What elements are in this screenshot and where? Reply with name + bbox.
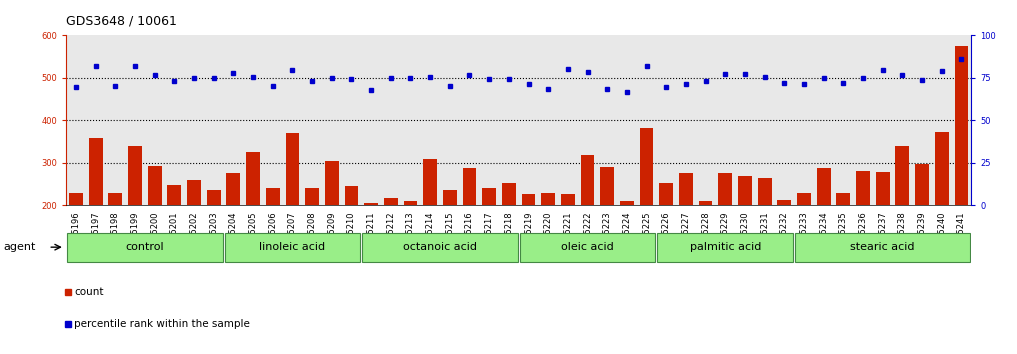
- Text: stearic acid: stearic acid: [850, 242, 915, 252]
- Bar: [383, 198, 398, 290]
- Bar: [463, 168, 476, 290]
- Bar: [600, 167, 614, 290]
- Bar: [935, 132, 949, 290]
- FancyBboxPatch shape: [362, 234, 518, 262]
- Bar: [364, 203, 378, 290]
- Bar: [227, 173, 240, 290]
- Text: oleic acid: oleic acid: [561, 242, 614, 252]
- Bar: [286, 133, 299, 290]
- Bar: [324, 161, 339, 290]
- Text: linoleic acid: linoleic acid: [259, 242, 325, 252]
- Bar: [128, 146, 141, 290]
- Bar: [541, 193, 555, 290]
- Bar: [345, 186, 358, 290]
- Text: agent: agent: [3, 242, 36, 252]
- Bar: [168, 185, 181, 290]
- Bar: [955, 46, 968, 290]
- Bar: [522, 194, 535, 290]
- Bar: [797, 193, 811, 290]
- Bar: [404, 201, 417, 290]
- Bar: [581, 155, 594, 290]
- Bar: [246, 152, 260, 290]
- Bar: [758, 178, 772, 290]
- Text: percentile rank within the sample: percentile rank within the sample: [74, 319, 250, 329]
- Bar: [817, 169, 831, 290]
- Bar: [896, 146, 909, 290]
- Bar: [679, 173, 693, 290]
- Bar: [738, 176, 752, 290]
- FancyBboxPatch shape: [520, 234, 655, 262]
- Bar: [265, 188, 280, 290]
- Bar: [147, 166, 162, 290]
- FancyBboxPatch shape: [795, 234, 970, 262]
- Text: control: control: [125, 242, 164, 252]
- Bar: [206, 190, 221, 290]
- Text: GDS3648 / 10061: GDS3648 / 10061: [66, 14, 177, 27]
- Bar: [659, 183, 673, 290]
- Bar: [423, 159, 437, 290]
- FancyBboxPatch shape: [225, 234, 360, 262]
- Bar: [88, 138, 103, 290]
- Bar: [620, 201, 634, 290]
- Bar: [69, 193, 82, 290]
- FancyBboxPatch shape: [657, 234, 793, 262]
- Bar: [699, 201, 713, 290]
- Bar: [561, 194, 575, 290]
- Bar: [836, 193, 850, 290]
- Bar: [915, 164, 929, 290]
- Bar: [443, 190, 457, 290]
- Text: palmitic acid: palmitic acid: [690, 242, 761, 252]
- FancyBboxPatch shape: [67, 234, 223, 262]
- Bar: [305, 188, 319, 290]
- Bar: [502, 183, 516, 290]
- Bar: [856, 171, 870, 290]
- Bar: [876, 172, 890, 290]
- Text: octanoic acid: octanoic acid: [403, 242, 477, 252]
- Text: count: count: [74, 287, 104, 297]
- Bar: [640, 127, 654, 290]
- Bar: [187, 180, 201, 290]
- Bar: [718, 173, 732, 290]
- Bar: [482, 188, 496, 290]
- Bar: [777, 200, 791, 290]
- Bar: [109, 193, 122, 290]
